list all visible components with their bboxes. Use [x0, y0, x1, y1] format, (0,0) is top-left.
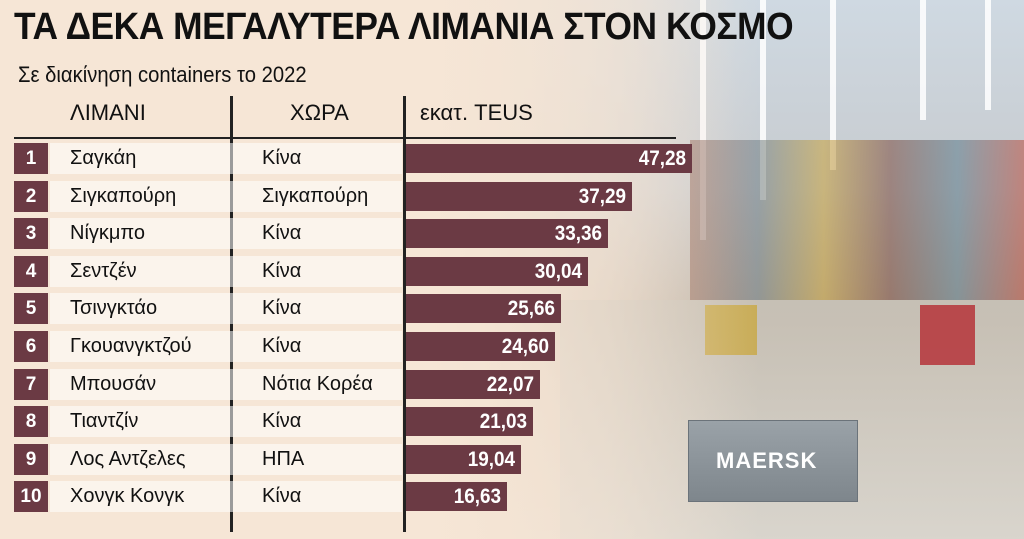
rank-badge: 10 — [14, 481, 48, 513]
value-label: 19,04 — [467, 447, 515, 471]
value-bar — [406, 332, 555, 361]
value-bar — [406, 219, 608, 249]
row-stripe — [50, 331, 402, 362]
chart-title: ΤΑ ΔΕΚΑ ΜΕΓΑΛΥΤΕΡΑ ΛΙΜΑΝΙΑ ΣΤΟΝ ΚΟΣΜΟ — [14, 6, 794, 48]
value-bar — [406, 407, 533, 437]
row-stripe — [50, 406, 402, 438]
crane-shape — [985, 0, 991, 110]
rank-badge: 9 — [14, 443, 48, 475]
value-label: 37,29 — [578, 184, 626, 208]
row-stripe — [50, 293, 402, 325]
table-row: 9 Λος Αντζελες ΗΠΑ 19,04 — [14, 443, 1014, 475]
table-row: 6 Γκουανγκτζού Κίνα 24,60 — [14, 331, 1014, 362]
rank-badge: 5 — [14, 293, 48, 325]
port-name: Σεντζέν — [70, 259, 137, 282]
rank-badge: 2 — [14, 180, 48, 212]
value-bar — [406, 181, 632, 211]
country-name: Κίνα — [262, 485, 302, 508]
value-label: 47,28 — [638, 147, 686, 170]
country-name: Κίνα — [262, 222, 302, 245]
maersk-truck — [688, 420, 858, 502]
country-name: Κίνα — [262, 297, 302, 320]
crane-shape — [920, 0, 926, 120]
port-name: Τσινγκτάο — [70, 297, 158, 320]
country-name: Κίνα — [262, 410, 302, 433]
column-header-country: ΧΩΡΑ — [290, 100, 349, 125]
table-row: 1 Σαγκάη Κίνα 47,28 — [14, 143, 1014, 174]
value-bar — [406, 256, 588, 286]
value-bar — [406, 482, 507, 512]
crane-shape — [830, 0, 836, 170]
port-name: Νίγκμπο — [70, 222, 146, 245]
country-name: Κίνα — [262, 259, 302, 282]
table-row: 8 Τιαντζίν Κίνα 21,03 — [14, 406, 1014, 438]
port-name: Σιγκαπούρη — [70, 184, 177, 207]
table-row: 4 Σεντζέν Κίνα 30,04 — [14, 255, 1014, 287]
column-divider — [403, 96, 406, 532]
port-name: Χονγκ Κονγκ — [70, 485, 185, 508]
table-row: 5 Τσινγκτάο Κίνα 25,66 — [14, 293, 1014, 325]
value-label: 22,07 — [486, 372, 534, 396]
value-bar — [406, 144, 692, 173]
row-stripe — [50, 180, 402, 212]
value-label: 30,04 — [534, 259, 582, 283]
country-name: ΗΠΑ — [262, 447, 305, 470]
header-rule — [14, 137, 676, 139]
column-header-port: ΛΙΜΑΝΙ — [70, 100, 146, 125]
country-name: Κίνα — [262, 335, 302, 357]
value-label: 25,66 — [507, 297, 555, 321]
maersk-logo-text: MAERSK — [716, 448, 818, 473]
red-container — [920, 305, 975, 365]
rank-badge: 3 — [14, 218, 48, 250]
row-stripe — [50, 443, 402, 475]
value-label: 33,36 — [554, 222, 602, 246]
port-name: Γκουανγκτζού — [70, 335, 192, 357]
rank-badge: 8 — [14, 406, 48, 438]
table-row: 2 Σιγκαπούρη Σιγκαπούρη 37,29 — [14, 180, 1014, 212]
value-bar — [406, 294, 561, 324]
port-name: Μπουσάν — [70, 372, 157, 395]
row-stripe — [50, 255, 402, 287]
value-bar — [406, 444, 521, 474]
row-stripe — [50, 368, 402, 400]
value-label: 21,03 — [479, 410, 527, 434]
country-name: Κίνα — [262, 147, 302, 169]
value-label: 24,60 — [501, 335, 549, 358]
row-stripe — [50, 481, 402, 513]
rank-badge: 7 — [14, 368, 48, 400]
value-label: 16,63 — [453, 485, 501, 509]
row-stripe — [50, 143, 402, 174]
port-name: Λος Αντζελες — [70, 447, 186, 470]
rank-badge: 4 — [14, 255, 48, 287]
port-name: Τιαντζίν — [70, 410, 139, 433]
port-name: Σαγκάη — [70, 147, 137, 169]
value-bar — [406, 369, 540, 399]
country-name: Νότια Κορέα — [262, 372, 373, 395]
country-name: Σιγκαπούρη — [262, 184, 369, 207]
chart-subtitle: Σε διακίνηση containers το 2022 — [18, 62, 307, 87]
row-stripe — [50, 218, 402, 250]
column-header-teus: εκατ. TEUS — [420, 100, 533, 125]
rank-badge: 6 — [14, 331, 48, 362]
crane-shape — [760, 0, 766, 200]
rank-badge: 1 — [14, 143, 48, 174]
table-row: 3 Νίγκμπο Κίνα 33,36 — [14, 218, 1014, 250]
table-row: 10 Χονγκ Κονγκ Κίνα 16,63 — [14, 481, 1014, 513]
table-row: 7 Μπουσάν Νότια Κορέα 22,07 — [14, 368, 1014, 400]
